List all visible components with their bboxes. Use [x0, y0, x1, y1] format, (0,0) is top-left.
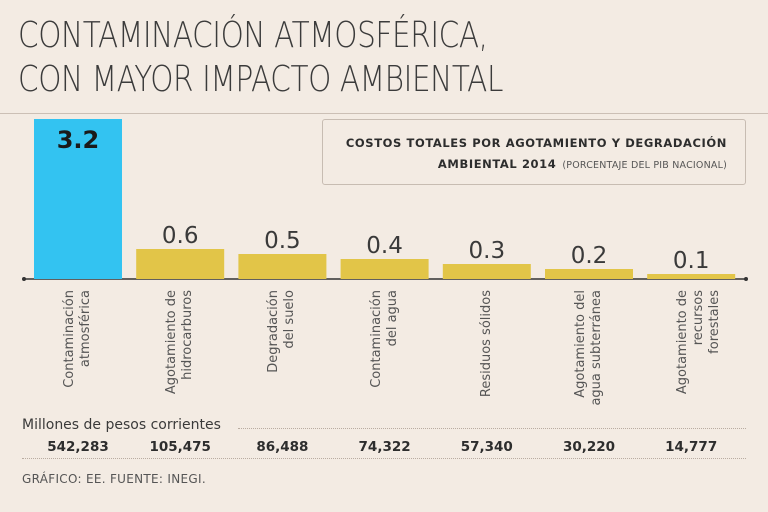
bar-value-label: 3.2	[57, 126, 100, 154]
amount-value: 105,475	[149, 439, 211, 455]
dotted-divider-bottom	[22, 458, 746, 459]
category-label-line: agua subterránea	[589, 290, 604, 406]
bar	[442, 264, 531, 279]
bar-value-label: 0.2	[571, 243, 608, 269]
category-label: Degradación del suelo	[266, 290, 298, 410]
legend-title-line-1: COSTOS TOTALES POR AGOTAMIENTO Y DEGRADA…	[345, 136, 727, 150]
category-label-line: Contaminación	[62, 290, 77, 388]
bar-value-label: 0.4	[366, 233, 403, 259]
category-label: Agotamiento de hidrocarburos	[164, 290, 196, 410]
category-label: Contaminación del agua	[369, 290, 401, 410]
legend-note: (PORCENTAJE DEL PIB NACIONAL)	[562, 160, 727, 171]
bar	[647, 274, 736, 279]
bar-value-label: 0.1	[673, 248, 710, 274]
category-label-line: atmosférica	[78, 290, 93, 368]
amount-value: 542,283	[47, 439, 109, 455]
category-label-line: Agotamiento de	[164, 290, 180, 395]
legend-title-year: AMBIENTAL 2014	[437, 157, 557, 171]
amount-value: 30,220	[562, 439, 616, 455]
axis-end-dot	[744, 277, 748, 281]
legend-title-line-2: AMBIENTAL 2014 (PORCENTAJE DEL PIB NACION…	[438, 157, 727, 171]
category-label-line: Degradación	[266, 290, 282, 373]
bar	[340, 259, 429, 279]
title-line-1: CONTAMINACIÓN ATMOSFÉRICA,	[18, 15, 488, 56]
amount-value: 74,322	[358, 439, 411, 455]
category-label: Agotamiento del agua subterránea	[573, 290, 605, 410]
category-label-line: Residuos sólidos	[478, 290, 494, 398]
dotted-divider	[238, 428, 746, 429]
category-label-line: Contaminación	[368, 290, 384, 388]
category-label: Residuos sólidos	[479, 290, 495, 410]
category-label: Agotamiento de recursos forestales	[675, 290, 723, 410]
bar-chart: 3.2 0.6 0.5 0.4 0.3 0.2 0.1	[22, 119, 748, 281]
bar	[238, 254, 327, 279]
bar-value-label: 0.6	[162, 223, 199, 249]
bar-value-label: 0.5	[264, 228, 301, 254]
category-label-line: hidrocarburos	[180, 290, 196, 380]
source-note: GRÁFICO: EE. FUENTE: INEGI.	[22, 472, 206, 486]
category-label-line: Agotamiento de	[675, 290, 691, 395]
category-label-line: Agotamiento del	[573, 290, 588, 398]
category-label-line: recursos forestales	[691, 290, 723, 354]
bar	[136, 249, 225, 279]
category-label: Contaminación atmosférica	[62, 290, 94, 410]
amount-value: 57,340	[460, 439, 513, 455]
category-label-line: del suelo	[282, 290, 298, 349]
bar	[545, 269, 633, 279]
axis-end-dot	[22, 277, 26, 281]
amount-value: 14,777	[665, 439, 718, 455]
chart-legend: COSTOS TOTALES POR AGOTAMIENTO Y DEGRADA…	[322, 119, 746, 185]
amounts-label: Millones de pesos corrientes	[22, 417, 221, 433]
page-title: CONTAMINACIÓN ATMOSFÉRICA, CON MAYOR IMP…	[18, 14, 503, 102]
top-divider	[0, 113, 768, 114]
bar	[34, 119, 122, 279]
bar-value-label: 0.3	[469, 238, 506, 264]
category-label-line: del agua	[384, 290, 400, 347]
title-line-2: CON MAYOR IMPACTO AMBIENTAL	[18, 59, 504, 100]
amount-value: 86,488	[256, 439, 309, 455]
